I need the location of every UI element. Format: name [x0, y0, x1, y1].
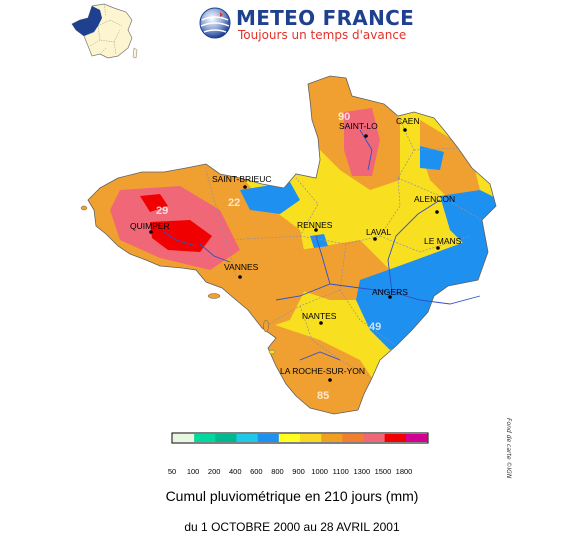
city-dot-angers	[388, 295, 392, 299]
highlighted-region	[72, 6, 102, 36]
value-label: 29	[156, 205, 168, 217]
value-label: 90	[338, 111, 350, 123]
zone-northwest-red	[140, 194, 168, 212]
precipitation-map: 29 22 49 85 90 CAEN SAINT-LO SAINT-BRIEU…	[80, 75, 497, 415]
city-dot-le-mans	[436, 246, 440, 250]
city-dot-la-roche-sur-yon	[328, 378, 332, 382]
legend-tick-label: 200	[208, 467, 221, 476]
legend-swatch	[278, 434, 301, 442]
island-ouessant	[80, 205, 88, 211]
city-dot-saint-brieuc	[243, 185, 247, 189]
city-label-alencon: ALENCON	[414, 194, 455, 204]
map-credit: Fond de carte ©IGN	[505, 418, 512, 479]
city-label-saint-lo: SAINT-LO	[339, 121, 378, 131]
region-boundary	[87, 75, 497, 415]
city-label-angers: ANGERS	[372, 287, 408, 297]
rainfall-legend: 50 100 200 400 600 800 900 1000 1100 1300 1500 1800	[168, 432, 429, 476]
legend-swatch	[342, 434, 364, 442]
zone-caen-blue	[420, 146, 444, 170]
legend-frame	[171, 432, 429, 444]
legend-tick-label: 900	[292, 467, 305, 476]
legend-tick-label: 50	[168, 467, 176, 476]
city-label-le-mans: LE MANS	[424, 236, 462, 246]
legend-swatch	[236, 434, 258, 442]
city-dot-quimper	[149, 230, 153, 234]
legend-swatch	[321, 434, 343, 442]
meteo-france-globe-logo	[199, 7, 231, 39]
corsica	[132, 47, 138, 59]
legend-tick-label: 100	[187, 467, 200, 476]
value-label: 85	[317, 390, 329, 402]
legend-swatch	[173, 434, 195, 442]
city-label-quimper: QUIMPER	[130, 221, 170, 231]
legend-tick-label: 1000	[311, 467, 328, 476]
value-label: 49	[369, 321, 381, 333]
city-dot-vannes	[238, 275, 242, 279]
legend-swatch	[257, 434, 280, 442]
rivers	[163, 129, 481, 361]
value-label: 22	[228, 197, 240, 209]
legend-ticks: 50 100 200 400 600 800 900 1000 1100 1300 1500 1800	[168, 467, 413, 476]
legend-swatch	[363, 434, 385, 442]
legend-swatch	[194, 434, 216, 442]
city-label-la-roche-sur-yon: LA ROCHE-SUR-YON	[280, 366, 365, 376]
zone-quimper-red	[150, 220, 212, 252]
city-label-vannes: VANNES	[224, 262, 259, 272]
city-dot-alencon	[435, 210, 439, 214]
legend-tick-label: 1500	[375, 467, 392, 476]
legend-tick-label: 1100	[333, 467, 349, 476]
map-period: du 1 OCTOBRE 2000 au 28 AVRIL 2001	[184, 520, 400, 534]
legend-swatches	[173, 434, 428, 442]
brand-header: METEO FRANCE Toujours un temps d'avance	[196, 4, 416, 44]
city-label-laval: LAVAL	[366, 227, 391, 237]
city-dot-laval	[373, 237, 377, 241]
zone-laval-blue	[310, 234, 328, 248]
legend-swatch	[300, 434, 322, 442]
city-markers	[149, 128, 440, 382]
legend-tick-label: 600	[250, 467, 263, 476]
island-yeu	[268, 349, 276, 355]
island-noirmoutier	[263, 319, 269, 333]
city-dot-nantes	[319, 321, 323, 325]
city-label-rennes: RENNES	[297, 220, 333, 230]
zone-saintbrieuc-blue	[240, 182, 300, 214]
legend-tick-label: 1300	[353, 467, 370, 476]
map-title: Cumul pluviométrique en 210 jours (mm)	[165, 488, 419, 504]
city-dot-caen	[403, 128, 407, 132]
city-dot-rennes	[314, 228, 318, 232]
brand-title: METEO FRANCE	[236, 6, 415, 30]
city-label-nantes: NANTES	[302, 311, 337, 321]
zone-cotentin-pink	[344, 108, 380, 176]
legend-tick-label: 1800	[396, 467, 413, 476]
city-dot-saint-lo	[364, 134, 368, 138]
legend-tick-label: 800	[271, 467, 284, 476]
department-borders	[205, 115, 483, 379]
zone-east-orange	[420, 120, 480, 200]
legend-tick-label: 400	[229, 467, 242, 476]
legend-swatch	[405, 434, 428, 442]
island-belle-ile	[207, 293, 221, 299]
france-locator-map	[71, 3, 138, 59]
legend-swatch	[215, 434, 237, 442]
city-label-caen: CAEN	[396, 116, 420, 126]
brand-tagline: Toujours un temps d'avance	[238, 28, 407, 42]
zone-anjou-blue	[356, 220, 496, 350]
rainfall-fill	[88, 76, 496, 414]
legend-swatch	[384, 434, 407, 442]
city-label-saint-brieuc: SAINT-BRIEUC	[212, 174, 272, 184]
